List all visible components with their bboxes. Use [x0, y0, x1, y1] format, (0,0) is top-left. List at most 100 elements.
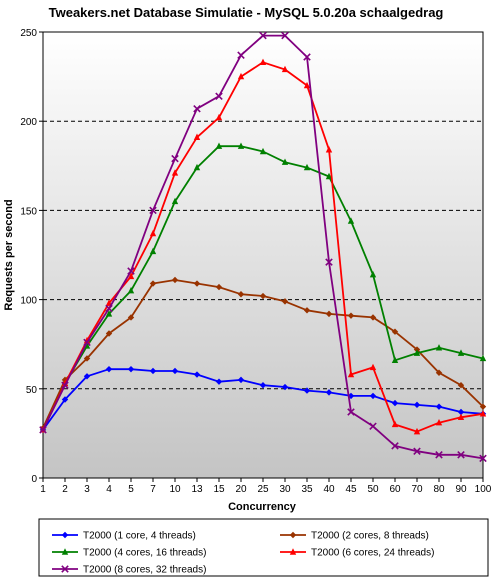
data-point: [193, 163, 201, 171]
legend-label: T2000 (6 cores, 24 threads): [311, 548, 434, 559]
data-point: [281, 65, 289, 73]
y-tick-labels: 0 50 100 150 200 250: [20, 28, 43, 485]
x-tick-label: 80: [433, 484, 445, 495]
data-point: [149, 229, 157, 237]
legend-label: T2000 (1 core, 4 threads): [83, 531, 196, 542]
data-point: [83, 338, 91, 347]
data-point: [391, 356, 399, 363]
data-point: [391, 328, 399, 335]
data-point: [457, 413, 465, 421]
y-tick-label: 0: [31, 474, 37, 485]
data-point: [369, 392, 377, 400]
data-point: [435, 369, 443, 376]
x-tick-label: 3: [84, 484, 90, 495]
y-tick-label: 150: [20, 206, 37, 217]
x-tick-label: 70: [411, 484, 423, 495]
data-point: [61, 565, 69, 573]
x-tick-label: 50: [367, 484, 379, 495]
data-point: [39, 426, 47, 434]
x-tick-label: 1: [40, 484, 46, 495]
legend-item: T2000 (4 cores, 16 threads): [52, 548, 206, 559]
data-point: [237, 291, 245, 298]
data-point: [281, 158, 289, 165]
data-point: [215, 283, 223, 291]
data-point: [215, 378, 223, 385]
data-point: [259, 58, 267, 66]
data-point: [259, 147, 267, 155]
data-point: [237, 376, 245, 384]
data-point: [61, 396, 69, 403]
data-point: [347, 408, 355, 416]
data-point: [325, 258, 333, 266]
legend-items: T2000 (1 core, 4 threads) T2000 (2 cores,…: [52, 531, 434, 576]
data-point: [347, 312, 355, 319]
data-point: [193, 104, 201, 113]
legend-item: T2000 (2 cores, 8 threads): [280, 531, 429, 542]
data-point: [281, 298, 289, 305]
data-point: [127, 365, 135, 373]
data-point: [457, 451, 465, 459]
data-point: [289, 531, 297, 539]
data-point: [281, 31, 289, 40]
data-point: [259, 292, 267, 300]
x-tick-label: 2: [62, 484, 68, 495]
x-tick-label: 60: [389, 484, 401, 495]
data-point: [237, 142, 245, 149]
data-point: [435, 344, 443, 351]
data-point: [391, 442, 399, 450]
data-point: [479, 410, 487, 417]
series-3: [39, 142, 487, 433]
x-tick-label: 100: [475, 484, 492, 495]
legend-box: [38, 518, 489, 577]
data-point: [479, 454, 487, 463]
data-point: [83, 373, 91, 380]
legend-item: T2000 (1 core, 4 threads): [52, 531, 196, 542]
x-tick-label: 13: [191, 484, 203, 495]
data-point: [435, 451, 443, 459]
data-point: [61, 548, 69, 555]
data-point: [413, 349, 421, 356]
data-point: [325, 146, 333, 153]
y-tick-label: 200: [20, 117, 37, 128]
legend-item: T2000 (8 cores, 32 threads): [52, 565, 206, 576]
data-point: [127, 267, 135, 275]
data-point: [171, 154, 179, 163]
x-tick-label: 4: [106, 484, 112, 495]
data-point: [149, 247, 157, 255]
data-point: [369, 422, 377, 431]
data-point: [435, 418, 443, 426]
x-axis-title: Concurrency: [228, 501, 297, 513]
series-5: [39, 31, 487, 463]
x-tick-label: 45: [345, 484, 357, 495]
data-point: [105, 365, 113, 373]
data-point: [347, 217, 355, 224]
x-tick-label: 15: [213, 484, 225, 495]
series-layer: [39, 31, 487, 463]
chart-title: Tweakers.net Database Simulatie - MySQL …: [49, 5, 444, 20]
data-point: [83, 355, 91, 362]
data-point: [127, 286, 135, 294]
gridlines: [43, 120, 483, 390]
data-point: [479, 354, 487, 362]
data-point: [171, 197, 179, 205]
data-point: [347, 370, 355, 378]
data-point: [105, 330, 113, 337]
data-point: [149, 206, 157, 215]
data-point: [149, 280, 157, 287]
data-point: [325, 172, 333, 180]
x-tick-label: 10: [169, 484, 181, 495]
data-point: [193, 280, 201, 287]
data-point: [457, 382, 465, 389]
data-point: [303, 81, 311, 89]
data-point: [435, 403, 443, 410]
data-point: [289, 548, 297, 555]
data-point: [391, 420, 399, 428]
data-point: [237, 72, 245, 80]
data-point: [303, 53, 311, 61]
data-point: [457, 349, 465, 356]
data-point: [369, 363, 377, 371]
x-tick-label: 35: [301, 484, 313, 495]
data-point: [369, 270, 377, 278]
data-point: [325, 389, 333, 396]
